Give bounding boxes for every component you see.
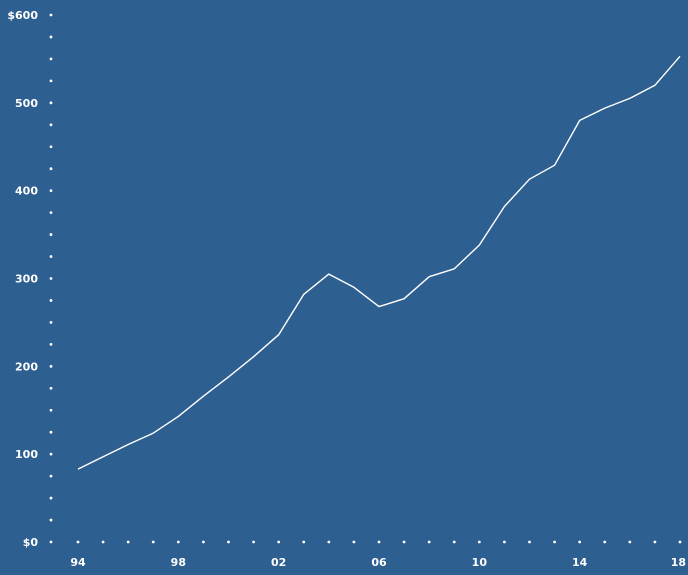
x-axis-dot	[628, 540, 632, 544]
y-axis-dot	[49, 123, 53, 127]
x-tick-label: 18	[671, 556, 686, 569]
y-axis-dot	[49, 430, 53, 434]
x-tick-label: 98	[171, 556, 186, 569]
x-axis-dot	[202, 540, 205, 544]
x-axis-dot	[151, 540, 155, 544]
y-tick-label: $0	[23, 536, 39, 549]
y-axis-dot	[49, 496, 53, 500]
y-axis-dot	[49, 233, 53, 236]
x-axis-dot	[302, 540, 306, 544]
y-axis-dot	[49, 167, 53, 171]
x-tick-label: 02	[271, 556, 286, 569]
y-axis-dot	[49, 145, 53, 149]
x-axis-dot	[603, 540, 607, 544]
y-tick-label: 100	[15, 448, 38, 461]
x-axis-dot	[277, 540, 281, 544]
x-tick-label: 14	[572, 556, 588, 569]
y-tick-label: 400	[15, 185, 38, 198]
y-axis-dot	[49, 35, 53, 39]
y-axis-dot	[49, 540, 53, 544]
x-axis-dot	[327, 540, 331, 544]
y-axis-dot	[49, 408, 53, 412]
y-axis-dot	[49, 518, 53, 522]
y-axis-dot	[49, 364, 53, 368]
x-axis-dot	[402, 540, 406, 544]
y-axis-dot	[49, 189, 53, 193]
y-axis-dot	[49, 57, 53, 61]
x-axis-dot	[678, 540, 682, 544]
y-axis-dot	[49, 386, 53, 390]
y-axis-dot	[49, 342, 53, 346]
x-axis-dot	[553, 540, 556, 544]
x-tick-label: 10	[472, 556, 488, 569]
x-axis-dot	[252, 540, 255, 544]
y-axis-dot	[49, 101, 53, 105]
x-axis-dot	[528, 540, 531, 544]
x-axis-dot	[76, 540, 80, 544]
y-axis-dot	[49, 321, 53, 324]
y-axis-dot	[49, 79, 53, 83]
x-axis-dot	[477, 540, 481, 544]
y-axis-dot	[49, 13, 53, 17]
y-tick-label: $600	[7, 9, 38, 22]
x-axis-dot	[227, 540, 230, 544]
y-axis-dot	[49, 211, 53, 215]
x-axis-dot	[176, 540, 180, 544]
y-tick-label: 500	[15, 97, 38, 110]
y-tick-label: 300	[15, 273, 38, 286]
y-axis: $0 100 200 300 400 500 $600	[7, 9, 53, 549]
x-axis-dot	[578, 540, 582, 544]
x-axis-dot	[503, 540, 506, 544]
x-axis-dot	[101, 540, 105, 544]
y-axis-dot	[49, 277, 53, 280]
x-axis-dot	[653, 540, 657, 544]
x-axis-dot	[126, 540, 130, 544]
x-tick-label: 94	[70, 556, 86, 569]
series-line	[77, 55, 681, 470]
y-axis-dot	[49, 452, 53, 456]
x-axis-dot	[452, 540, 456, 544]
y-axis-dot	[49, 255, 53, 258]
x-axis: 94 98 02 06 10 14 18	[70, 540, 686, 569]
x-axis-dot	[427, 540, 431, 544]
x-tick-label: 06	[371, 556, 387, 569]
y-axis-dot	[49, 474, 53, 478]
x-axis-dot	[377, 540, 381, 544]
y-tick-label: 200	[15, 360, 38, 373]
y-axis-dot	[49, 299, 53, 302]
x-axis-dot	[352, 540, 356, 544]
